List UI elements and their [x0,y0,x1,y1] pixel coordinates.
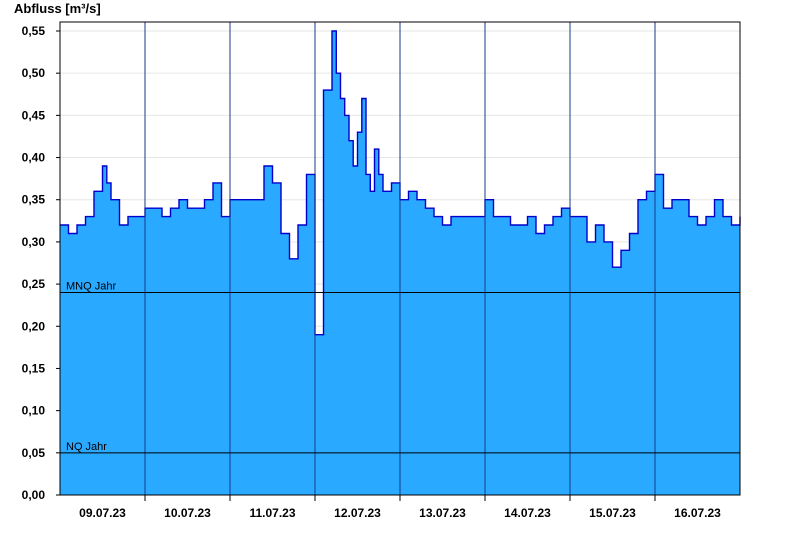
y-axis: 0,00 0,05 0,10 0,15 0,20 0,25 0,30 0,35 0,40 0,45… [22,24,60,502]
x-tick-label: 09.07.23 [79,506,126,520]
day-separators [144,22,656,495]
discharge-line [60,30,741,336]
x-tick-label: 13.07.23 [419,506,466,520]
y-tick-label: 0,05 [22,446,46,460]
y-tick-label: 0,50 [22,66,46,80]
x-axis: 09.07.23 10.07.23 11.07.23 12.07.23 13.07.23… [79,495,721,520]
y-tick-label: 0,45 [22,108,46,122]
y-tick-label: 0,35 [22,193,46,207]
y-tick-label: 0,25 [22,277,46,291]
x-tick-label: 11.07.23 [249,506,295,520]
x-tick-label: 15.07.23 [589,506,636,520]
y-tick-label: 0,15 [22,361,46,375]
x-tick-label: 12.07.23 [334,506,381,520]
y-tick-label: 0,20 [22,319,46,333]
x-tick-label: 10.07.23 [164,506,211,520]
y-tick-label: 0,55 [22,24,46,38]
y-tick-label: 0,00 [22,488,46,502]
reference-lines: MNQ Jahr NQ Jahr [60,281,740,454]
y-tick-label: 0,30 [22,235,46,249]
x-tick-label: 14.07.23 [504,506,551,520]
x-tick-label: 16.07.23 [674,506,721,520]
reference-line-label: NQ Jahr [66,441,107,453]
y-axis-title: Abfluss [m³/s] [14,1,101,16]
reference-line-label: MNQ Jahr [66,281,116,293]
y-tick-label: 0,40 [22,151,46,165]
y-tick-label: 0,10 [22,404,46,418]
